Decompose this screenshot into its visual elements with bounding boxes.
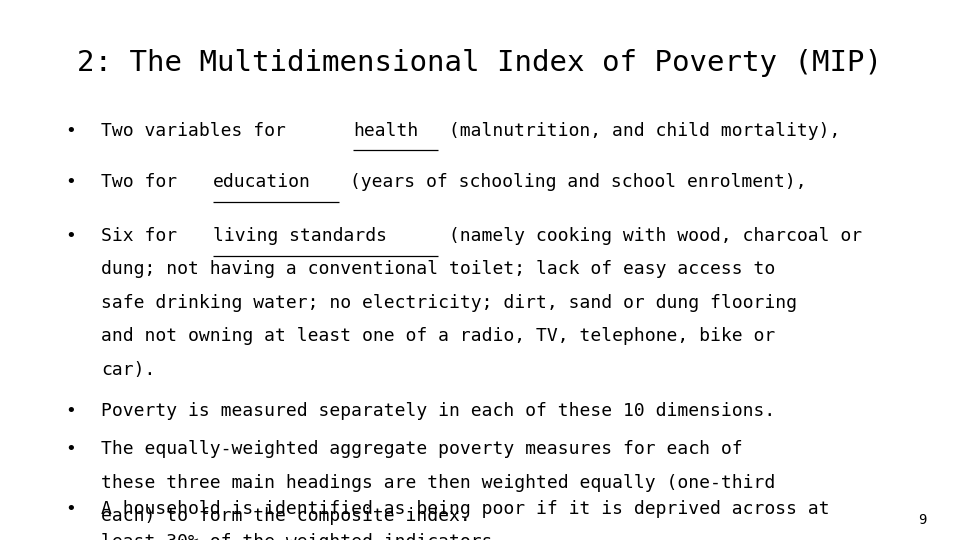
Text: Poverty is measured separately in each of these 10 dimensions.: Poverty is measured separately in each o… [101, 402, 775, 420]
Text: (malnutrition, and child mortality),: (malnutrition, and child mortality), [438, 122, 840, 139]
Text: these three main headings are then weighted equally (one-third: these three main headings are then weigh… [101, 474, 775, 491]
Text: dung; not having a conventional toilet; lack of easy access to: dung; not having a conventional toilet; … [101, 260, 775, 278]
Text: car).: car). [101, 361, 156, 379]
Text: (namely cooking with wood, charcoal or: (namely cooking with wood, charcoal or [438, 227, 862, 245]
Text: living standards: living standards [213, 227, 387, 245]
Text: Two variables for: Two variables for [101, 122, 297, 139]
Text: and not owning at least one of a radio, TV, telephone, bike or: and not owning at least one of a radio, … [101, 327, 775, 345]
Text: 9: 9 [918, 512, 926, 526]
Text: •: • [65, 122, 76, 139]
Text: (years of schooling and school enrolment),: (years of schooling and school enrolment… [339, 173, 807, 191]
Text: •: • [65, 500, 76, 517]
Text: The equally-weighted aggregate poverty measures for each of: The equally-weighted aggregate poverty m… [101, 440, 742, 458]
Text: A household is identified as being poor if it is deprived across at: A household is identified as being poor … [101, 500, 829, 517]
Text: •: • [65, 227, 76, 245]
Text: •: • [65, 173, 76, 191]
Text: •: • [65, 402, 76, 420]
Text: least 30% of the weighted indicators.: least 30% of the weighted indicators. [101, 533, 503, 540]
Text: Six for: Six for [101, 227, 188, 245]
Text: safe drinking water; no electricity; dirt, sand or dung flooring: safe drinking water; no electricity; dir… [101, 294, 797, 312]
Text: 2: The Multidimensional Index of Poverty (MIP): 2: The Multidimensional Index of Poverty… [77, 49, 882, 77]
Text: Two for: Two for [101, 173, 188, 191]
Text: •: • [65, 440, 76, 458]
Text: health: health [353, 122, 419, 139]
Text: education: education [213, 173, 311, 191]
Text: each) to form the composite index.: each) to form the composite index. [101, 507, 470, 525]
